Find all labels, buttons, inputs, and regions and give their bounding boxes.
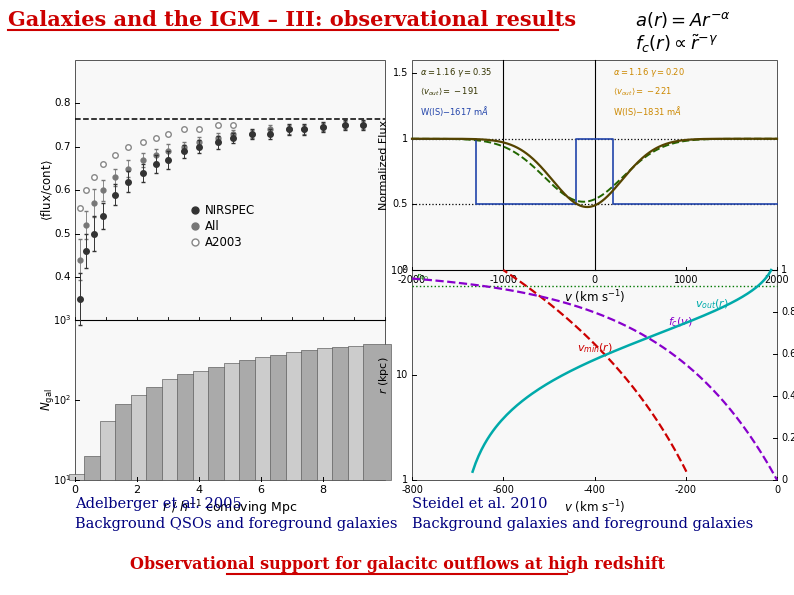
Bar (317, 349, 345, 480)
Text: -1000: -1000 (489, 275, 517, 285)
Bar (239, 360, 268, 480)
Text: $10^1$: $10^1$ (53, 473, 71, 487)
Bar (75, 60, 385, 480)
Text: NIRSPEC: NIRSPEC (205, 203, 255, 217)
Text: Normalized Flux: Normalized Flux (379, 120, 389, 210)
Bar (162, 379, 190, 480)
Text: Galaxies and the IGM – III: observational results: Galaxies and the IGM – III: observationa… (8, 10, 576, 30)
Text: 0.5: 0.5 (392, 199, 408, 209)
Text: Steidel et al. 2010: Steidel et al. 2010 (412, 497, 548, 511)
Text: $r$ (kpc): $r$ (kpc) (377, 356, 391, 394)
Bar (208, 367, 236, 480)
Text: $v$ (km s$^{-1}$): $v$ (km s$^{-1}$) (564, 498, 626, 516)
Text: 0.4: 0.4 (55, 272, 71, 282)
Text: 10: 10 (395, 370, 408, 380)
Text: 4: 4 (195, 485, 202, 495)
Bar (131, 395, 159, 480)
Text: 0: 0 (781, 475, 787, 485)
Text: W(IS)$-1617$ m$\AA$: W(IS)$-1617$ m$\AA$ (420, 104, 489, 118)
Bar (412, 60, 777, 480)
Text: $f_c(v)$: $f_c(v)$ (668, 315, 692, 329)
Bar (364, 345, 391, 480)
Bar (115, 404, 143, 480)
Text: -200: -200 (675, 485, 697, 495)
Text: $10^2$: $10^2$ (390, 263, 408, 277)
Text: 0.2: 0.2 (781, 433, 794, 443)
Text: -2000: -2000 (398, 275, 426, 285)
Bar (348, 346, 376, 480)
Text: $\langle$flux/cont$\rangle$: $\langle$flux/cont$\rangle$ (40, 159, 55, 221)
Text: 0.6: 0.6 (55, 185, 71, 195)
Text: 0.8: 0.8 (781, 307, 794, 317)
Text: $f_c(r) \propto \tilde{r}^{-\gamma}$: $f_c(r) \propto \tilde{r}^{-\gamma}$ (635, 33, 719, 55)
Bar (270, 355, 299, 480)
Bar (333, 347, 360, 480)
Text: All: All (205, 220, 220, 233)
Text: -600: -600 (492, 485, 515, 495)
Text: 0.6: 0.6 (781, 349, 794, 359)
Bar (224, 364, 252, 480)
Bar (301, 350, 330, 480)
Text: -800: -800 (401, 485, 423, 495)
Text: 2000: 2000 (765, 275, 789, 285)
Text: 1: 1 (781, 265, 787, 275)
Text: 0.7: 0.7 (55, 142, 71, 152)
Text: $v_{min}(r)$: $v_{min}(r)$ (576, 342, 612, 355)
Bar (193, 371, 221, 480)
Bar (146, 387, 174, 480)
Text: $v$ (km s$^{-1}$): $v$ (km s$^{-1}$) (564, 288, 626, 306)
Text: $N_{\rm gal}$: $N_{\rm gal}$ (38, 389, 56, 412)
Text: 1.5: 1.5 (392, 68, 408, 78)
Text: Observational support for galacitc outflows at high redshift: Observational support for galacitc outfl… (129, 556, 665, 573)
Text: $\langle v_{out}\rangle=-221$: $\langle v_{out}\rangle=-221$ (613, 85, 672, 97)
Text: 0: 0 (592, 275, 598, 285)
Text: 1: 1 (402, 475, 408, 485)
Bar (84, 456, 112, 480)
Text: -400: -400 (584, 485, 606, 495)
Text: 0: 0 (402, 265, 408, 275)
Bar (286, 352, 314, 480)
Text: 0.8: 0.8 (55, 98, 71, 108)
Text: 0: 0 (774, 485, 780, 495)
Text: $v_{out}(r)$: $v_{out}(r)$ (696, 298, 730, 311)
Text: 6: 6 (257, 485, 264, 495)
Bar (100, 421, 128, 480)
Text: 0.5: 0.5 (55, 228, 71, 239)
Text: $r$ / $h^{-1}$ comoving Mpc: $r$ / $h^{-1}$ comoving Mpc (162, 498, 298, 518)
Text: 1: 1 (402, 134, 408, 144)
Bar (255, 357, 283, 480)
Text: 2: 2 (133, 485, 141, 495)
Bar (177, 374, 205, 480)
Text: $a(r) = Ar^{-\alpha}$: $a(r) = Ar^{-\alpha}$ (635, 10, 731, 30)
Text: $10^2$: $10^2$ (53, 393, 71, 407)
Text: 8: 8 (319, 485, 326, 495)
Text: $10^3$: $10^3$ (52, 314, 71, 327)
Text: A2003: A2003 (205, 236, 243, 249)
Text: 0.4: 0.4 (781, 391, 794, 401)
Text: Adelberger et al. 2005: Adelberger et al. 2005 (75, 497, 241, 511)
Bar (69, 474, 97, 480)
Text: $\alpha=1.16\ \gamma=0.20$: $\alpha=1.16\ \gamma=0.20$ (613, 66, 684, 79)
Text: 1000: 1000 (673, 275, 698, 285)
Text: Background QSOs and foreground galaxies: Background QSOs and foreground galaxies (75, 517, 398, 531)
Text: $\langle v_{out}\rangle=-191$: $\langle v_{out}\rangle=-191$ (420, 85, 479, 97)
Text: $\alpha=1.16\ \gamma=0.35$: $\alpha=1.16\ \gamma=0.35$ (420, 66, 492, 79)
Text: W(IS)$-1831$ m$\AA$: W(IS)$-1831$ m$\AA$ (613, 104, 682, 118)
Text: $r_{40}$: $r_{40}$ (416, 272, 430, 283)
Text: Background galaxies and foreground galaxies: Background galaxies and foreground galax… (412, 517, 754, 531)
Text: 0: 0 (71, 485, 79, 495)
